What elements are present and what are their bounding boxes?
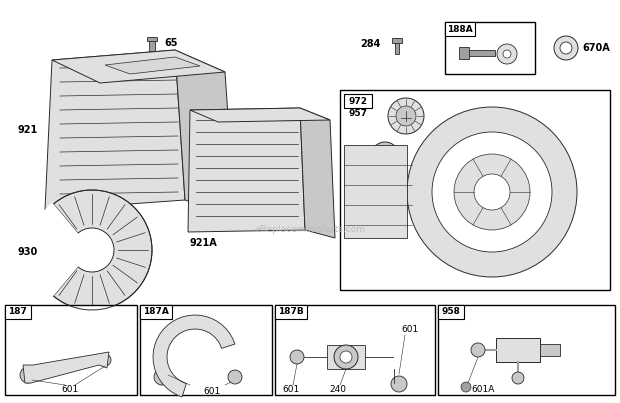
Circle shape <box>334 345 358 369</box>
Wedge shape <box>30 202 92 297</box>
Circle shape <box>340 351 352 363</box>
Bar <box>445 22 475 36</box>
Bar <box>540 344 560 356</box>
Polygon shape <box>344 145 407 238</box>
Circle shape <box>228 370 242 384</box>
Bar <box>459 47 469 59</box>
Circle shape <box>407 107 577 277</box>
Text: 601: 601 <box>282 386 299 395</box>
Text: 958: 958 <box>441 307 460 316</box>
Bar <box>275 305 435 395</box>
Circle shape <box>461 382 471 392</box>
Text: eReplacementParts.com: eReplacementParts.com <box>255 226 365 235</box>
Text: 601: 601 <box>61 386 79 395</box>
Circle shape <box>99 354 111 366</box>
Text: 187: 187 <box>8 307 27 316</box>
Circle shape <box>388 98 424 134</box>
Text: 284: 284 <box>361 39 381 49</box>
Circle shape <box>432 132 552 252</box>
Text: 957: 957 <box>348 110 368 118</box>
Circle shape <box>474 174 510 210</box>
Text: 187B: 187B <box>278 307 304 316</box>
Bar <box>445 22 535 74</box>
Bar <box>376 160 394 182</box>
Bar <box>438 305 464 319</box>
Bar <box>340 90 610 290</box>
Bar <box>395 38 399 54</box>
Text: 921: 921 <box>18 125 38 135</box>
Bar <box>275 305 307 319</box>
Text: 921A: 921A <box>190 238 218 248</box>
Polygon shape <box>105 57 200 74</box>
Text: 601: 601 <box>401 326 418 334</box>
Bar <box>392 38 402 43</box>
Text: 65: 65 <box>164 38 177 48</box>
Text: 188A: 188A <box>447 25 473 33</box>
Text: 670A: 670A <box>582 43 609 53</box>
Circle shape <box>497 44 517 64</box>
Bar <box>5 305 137 395</box>
Circle shape <box>290 350 304 364</box>
Circle shape <box>20 367 36 383</box>
Bar <box>496 338 540 362</box>
Circle shape <box>503 50 511 58</box>
Text: 972: 972 <box>348 96 368 106</box>
Circle shape <box>391 376 407 392</box>
Circle shape <box>454 154 530 230</box>
Polygon shape <box>190 108 330 122</box>
Polygon shape <box>300 108 335 238</box>
Circle shape <box>32 190 152 310</box>
Circle shape <box>371 142 399 170</box>
Polygon shape <box>175 50 235 218</box>
Circle shape <box>554 36 578 60</box>
Circle shape <box>70 228 114 272</box>
Bar <box>344 94 372 108</box>
Bar <box>438 305 615 395</box>
Polygon shape <box>23 352 109 383</box>
Text: 930: 930 <box>18 247 38 257</box>
Bar <box>140 305 272 395</box>
Polygon shape <box>188 108 305 232</box>
Circle shape <box>560 42 572 54</box>
Circle shape <box>154 369 170 385</box>
Bar <box>463 50 495 56</box>
Text: 601: 601 <box>203 386 221 395</box>
Bar <box>5 305 30 319</box>
Circle shape <box>512 372 524 384</box>
Polygon shape <box>52 50 225 83</box>
Circle shape <box>396 106 416 126</box>
Text: 601A: 601A <box>471 386 495 395</box>
Bar <box>149 39 155 51</box>
Bar <box>140 305 172 319</box>
Polygon shape <box>45 50 185 210</box>
Text: 187A: 187A <box>143 307 169 316</box>
Bar <box>327 345 365 369</box>
Polygon shape <box>153 315 235 397</box>
Text: 240: 240 <box>329 386 347 395</box>
Bar <box>147 37 157 41</box>
Circle shape <box>471 343 485 357</box>
